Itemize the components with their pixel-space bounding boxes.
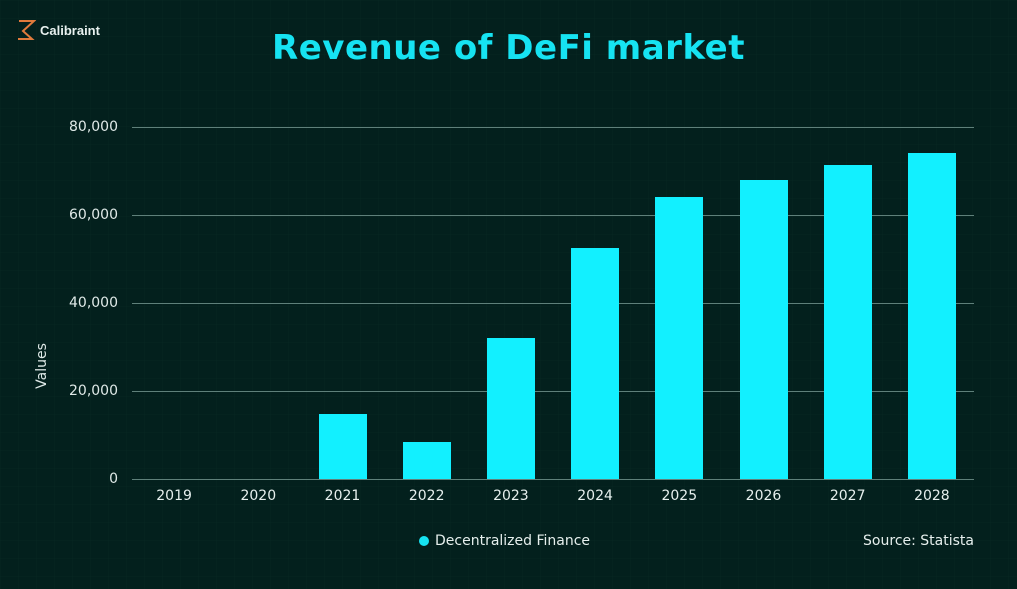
legend: Decentralized Finance [419,533,590,549]
gridline [132,303,974,304]
x-tick-label: 2025 [661,488,698,504]
bar-2024 [571,248,620,479]
bar-2022 [402,442,451,479]
chart-title: Revenue of DeFi market [272,28,745,68]
plot-area [132,127,974,480]
y-tick-label: 20,000 [69,383,118,399]
z-bolt-logo-icon [18,20,36,40]
x-tick-label: 2028 [914,488,950,504]
gridline [132,391,974,392]
y-tick-label: 60,000 [69,207,118,223]
x-tick-label: 2020 [240,488,277,504]
bar-2027 [823,164,872,479]
x-tick-label: 2026 [745,488,782,504]
gridline [132,127,974,128]
brand-logo: Calibraint [16,18,100,42]
gridline [132,215,974,216]
y-axis-label: Values [34,343,50,389]
x-tick-label: 2022 [408,488,445,504]
y-tick-label: 80,000 [69,119,118,135]
source-note: Source: Statista [863,533,974,549]
x-tick-label: 2021 [324,488,361,504]
bar-2026 [739,179,788,479]
bar-2023 [486,338,535,479]
legend-label: Decentralized Finance [435,533,591,549]
x-tick-label: 2027 [829,488,866,504]
bar-2021 [318,413,367,479]
legend-marker-icon [419,536,429,546]
x-tick-label: 2024 [577,488,613,504]
x-tick-label: 2023 [493,488,529,504]
bar-2028 [907,152,956,479]
y-tick-label: 0 [109,471,118,487]
x-tick-label: 2019 [156,488,192,504]
bar-2025 [655,196,704,479]
y-tick-label: 40,000 [69,295,118,311]
gridline [132,479,974,480]
brand-name: Calibraint [40,22,100,38]
